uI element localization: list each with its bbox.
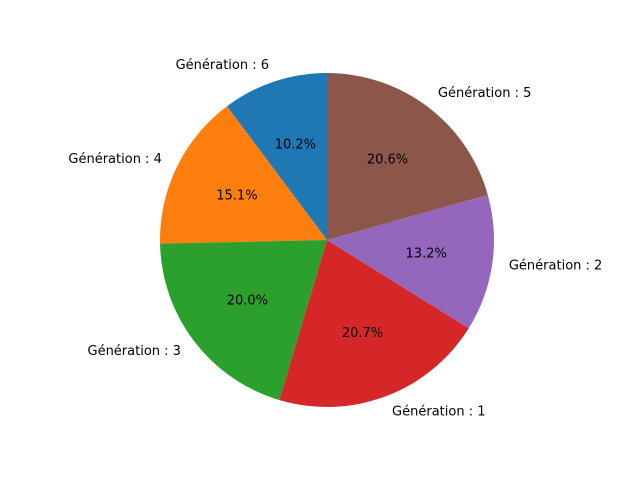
slices-layer: [159, 72, 495, 408]
pie-pct-label-2: 15.1%: [216, 189, 257, 204]
pie-pct-label-3: 20.0%: [227, 293, 268, 308]
pie-category-label-4: Génération : 1: [392, 404, 485, 419]
pie-slice-4: [279, 240, 469, 408]
pie-pct-label-4: 20.7%: [342, 326, 383, 341]
pie-category-label-1: Génération : 6: [176, 58, 269, 73]
pie-category-label-3: Génération : 3: [88, 344, 181, 359]
pie-category-label-5: Génération : 2: [509, 258, 602, 273]
pie-slice-6: [327, 72, 488, 240]
pie-pct-label-5: 13.2%: [406, 247, 447, 262]
pie-pct-label-1: 10.2%: [275, 137, 316, 152]
pie-category-label-2: Génération : 4: [68, 152, 161, 167]
pie-pct-label-6: 20.6%: [367, 153, 408, 168]
pie-slice-2: [159, 106, 327, 244]
labels-layer: 10.2% Génération : 6 15.1% Génération : 4 20…: [68, 58, 602, 419]
pie-category-label-6: Génération : 5: [438, 86, 531, 101]
pie-slice-1: [226, 73, 327, 240]
pie-slice-3: [160, 240, 327, 401]
pie-slice-5: [327, 194, 495, 329]
